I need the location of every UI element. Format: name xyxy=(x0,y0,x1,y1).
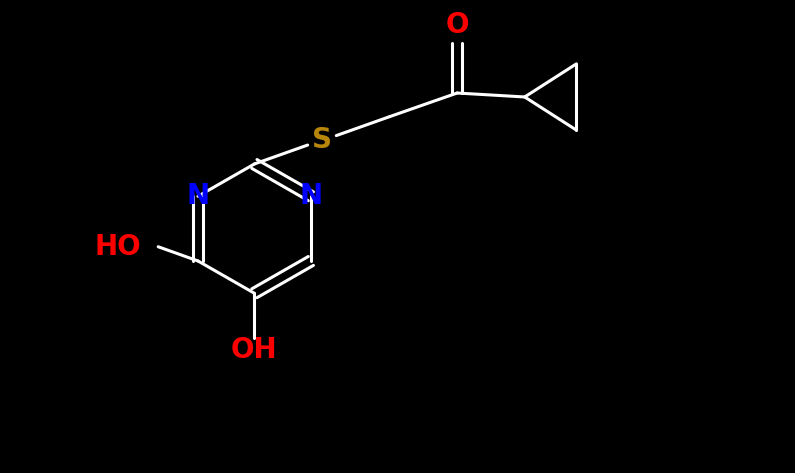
Text: N: N xyxy=(186,182,210,210)
Text: S: S xyxy=(312,126,332,154)
Text: O: O xyxy=(445,11,469,39)
Text: HO: HO xyxy=(94,233,141,261)
Text: N: N xyxy=(299,182,323,210)
Text: OH: OH xyxy=(231,336,277,364)
